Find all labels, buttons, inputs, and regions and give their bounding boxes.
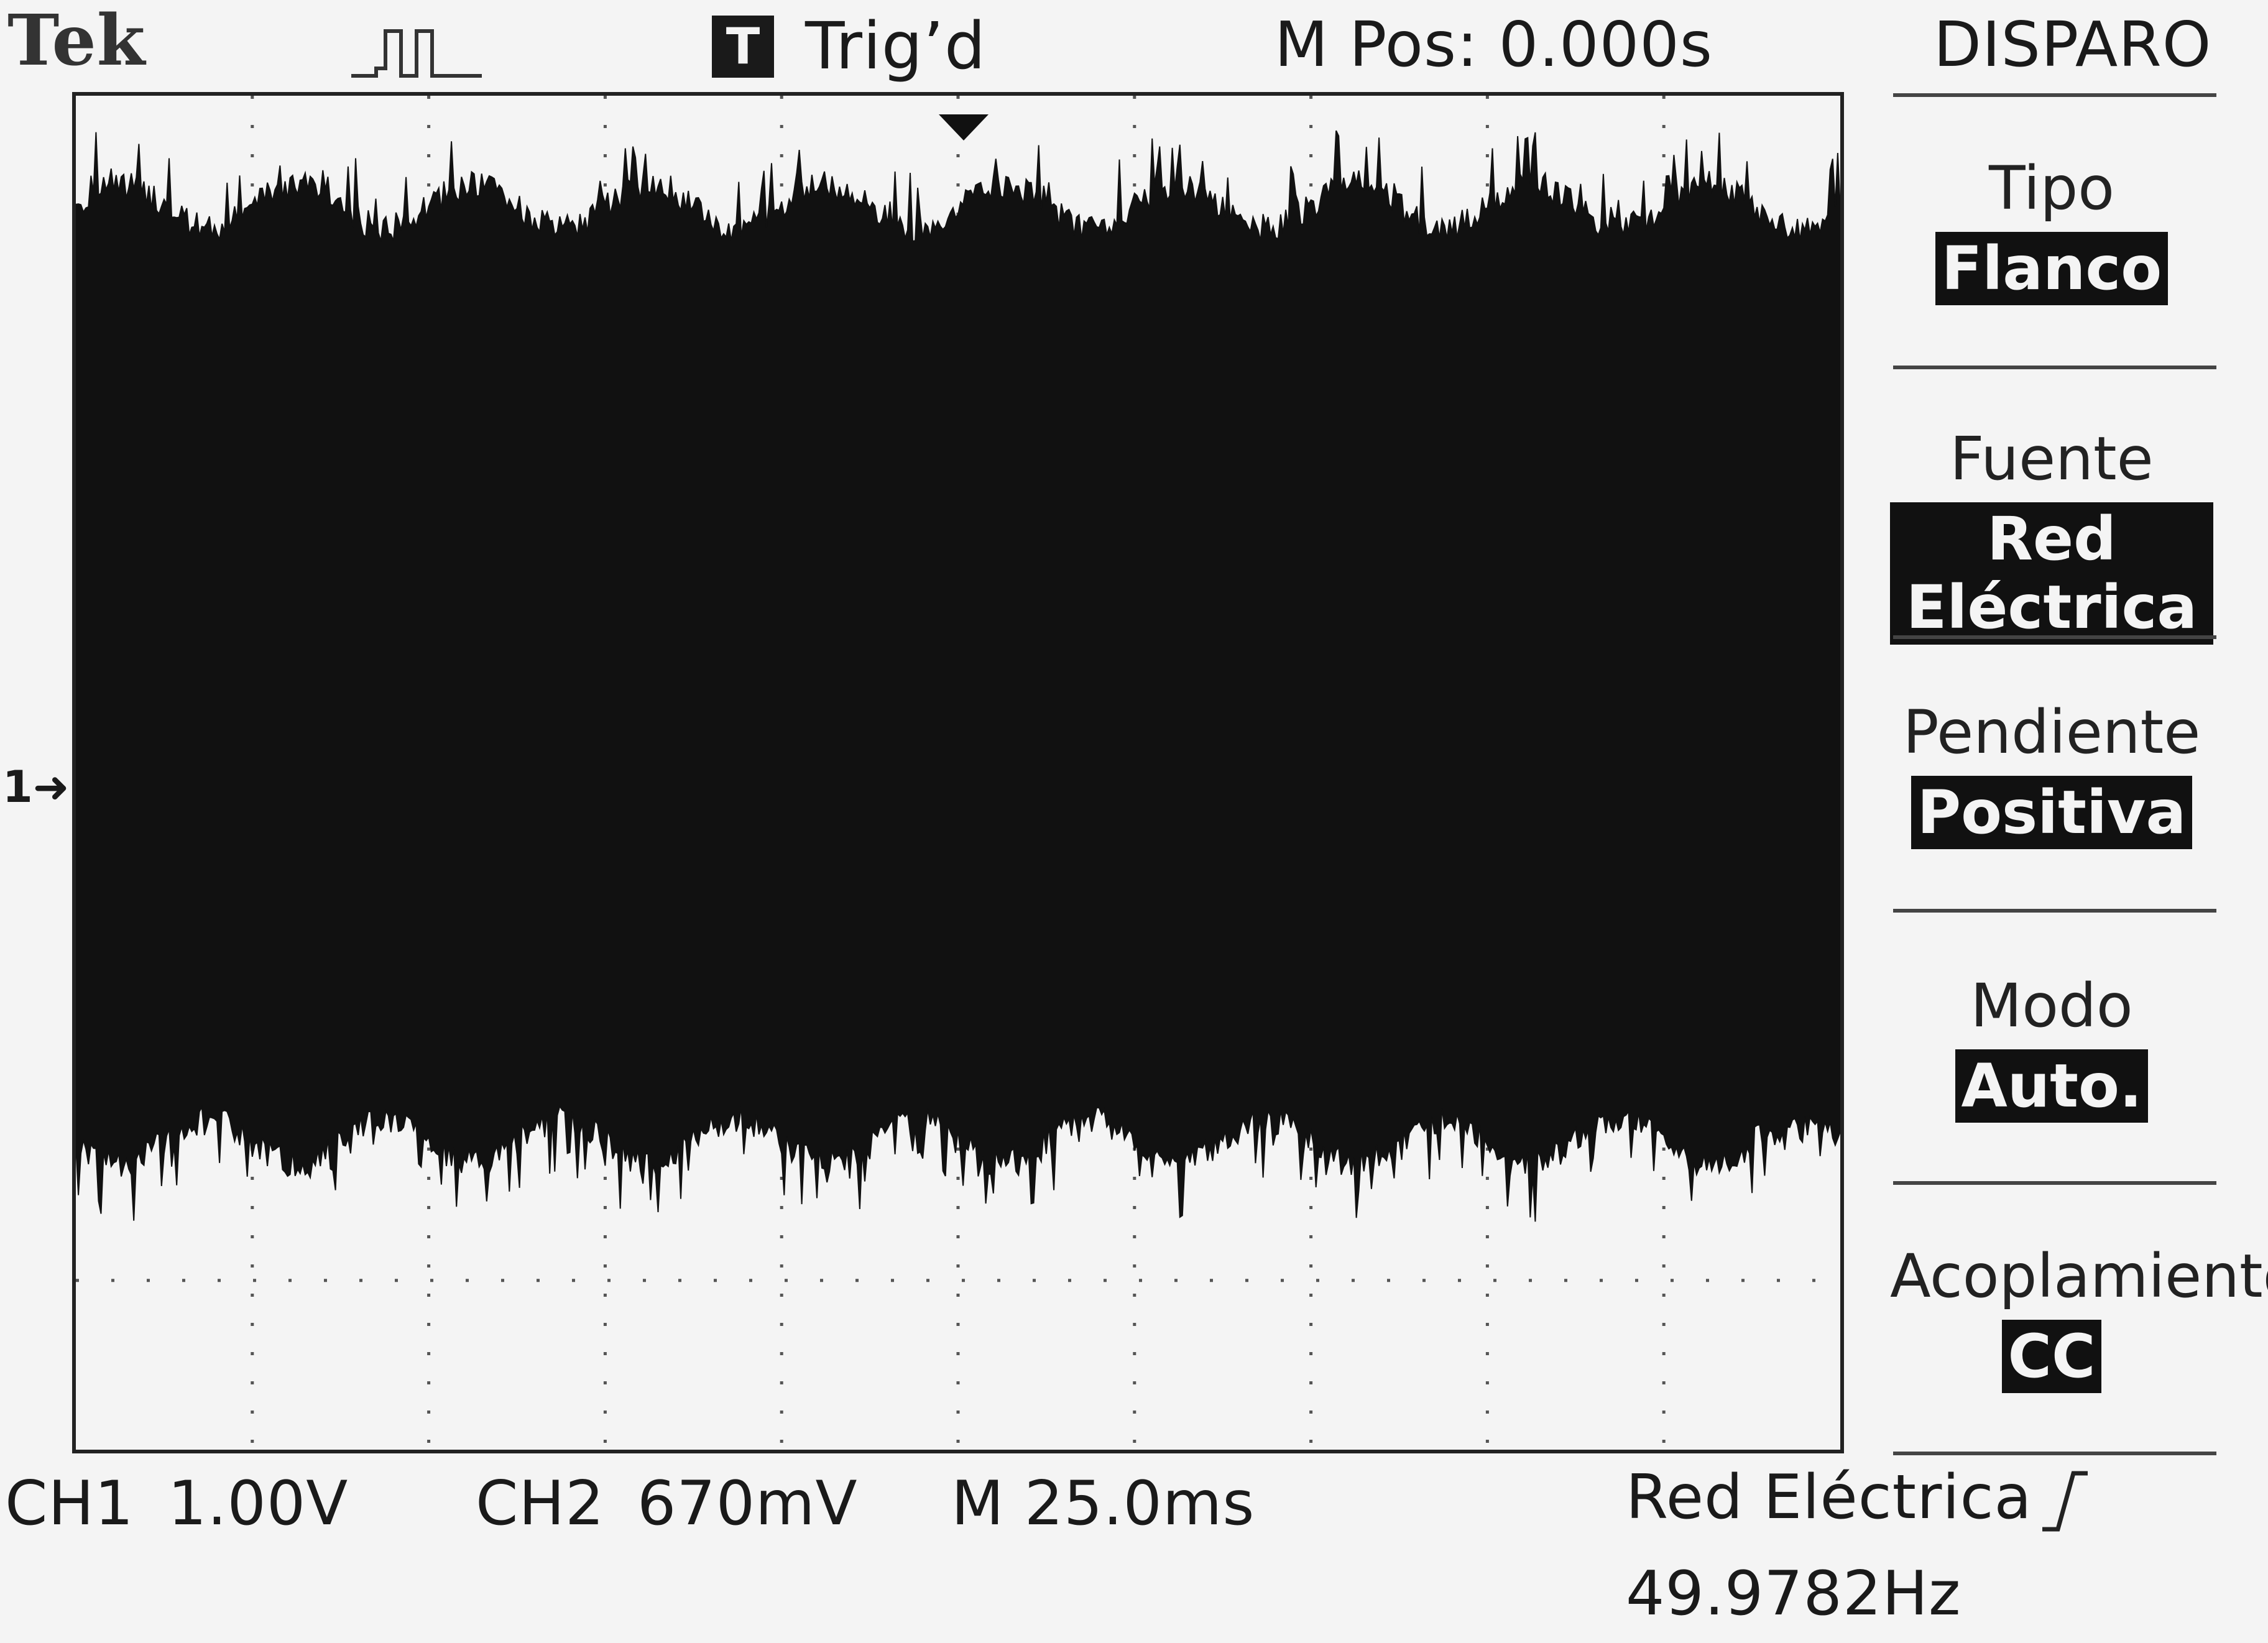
menu-separator — [1893, 93, 2216, 97]
menu-item-label: Acoplamiento — [1890, 1241, 2268, 1311]
trigger-status-icon: T — [712, 16, 774, 78]
menu-item-value: CC — [2001, 1320, 2102, 1394]
menu-separator — [1893, 1181, 2216, 1185]
trigger-position-marker-icon — [939, 114, 989, 140]
ch2-label: CH2 — [476, 1468, 605, 1539]
menu-item-acoplamiento[interactable]: Acoplamiento CC — [1890, 1241, 2268, 1394]
brand-logo: Tek — [7, 0, 146, 81]
menu-separator — [1893, 366, 2216, 369]
menu-separator — [1893, 909, 2216, 913]
trigger-status: Trig’d — [805, 8, 986, 84]
menu-item-value: Flanco — [1935, 232, 2169, 306]
trigger-frequency: 49.9782Hz — [1626, 1558, 1961, 1629]
ch1-ground-marker: 1➜ — [2, 762, 69, 812]
menu-item-label: Pendiente — [1902, 697, 2201, 767]
waveform-display — [72, 92, 1844, 1453]
ch1-ground-marker-label: 1 — [2, 762, 33, 812]
menu-item-value: Positiva — [1911, 776, 2193, 850]
menu-item-pendiente[interactable]: Pendiente Positiva — [1890, 697, 2213, 850]
menu-item-fuente[interactable]: Fuente Red Eléctrica — [1890, 429, 2213, 645]
menu-separator — [1893, 1452, 2216, 1455]
rising-edge-icon — [2042, 1471, 2088, 1532]
ch1-scale: 1.00V — [168, 1468, 349, 1539]
horizontal-position: M Pos: 0.000s — [1275, 8, 1713, 81]
trigger-source: Red Eléctrica — [1626, 1462, 2032, 1533]
menu-item-value: Auto. — [1955, 1049, 2149, 1123]
menu-item-label: Modo — [1970, 971, 2133, 1041]
acquisition-status-icon — [351, 29, 482, 78]
menu-item-value: Red Eléctrica — [1890, 502, 2213, 645]
menu-item-label: Fuente — [1950, 424, 2154, 494]
ch1-label: CH1 — [5, 1468, 134, 1539]
menu-item-tipo[interactable]: Tipo Flanco — [1890, 154, 2213, 306]
ch1-waveform-trace — [76, 130, 1840, 1222]
ch2-scale: 670mV — [637, 1468, 858, 1539]
arrow-right-icon: ➜ — [32, 762, 70, 812]
menu-item-modo[interactable]: Modo Auto. — [1890, 976, 2213, 1123]
menu-item-label: Tipo — [1988, 154, 2115, 223]
menu-title: DISPARO — [1934, 8, 2212, 81]
menu-separator — [1893, 635, 2216, 639]
timebase: M 25.0ms — [951, 1468, 1255, 1539]
